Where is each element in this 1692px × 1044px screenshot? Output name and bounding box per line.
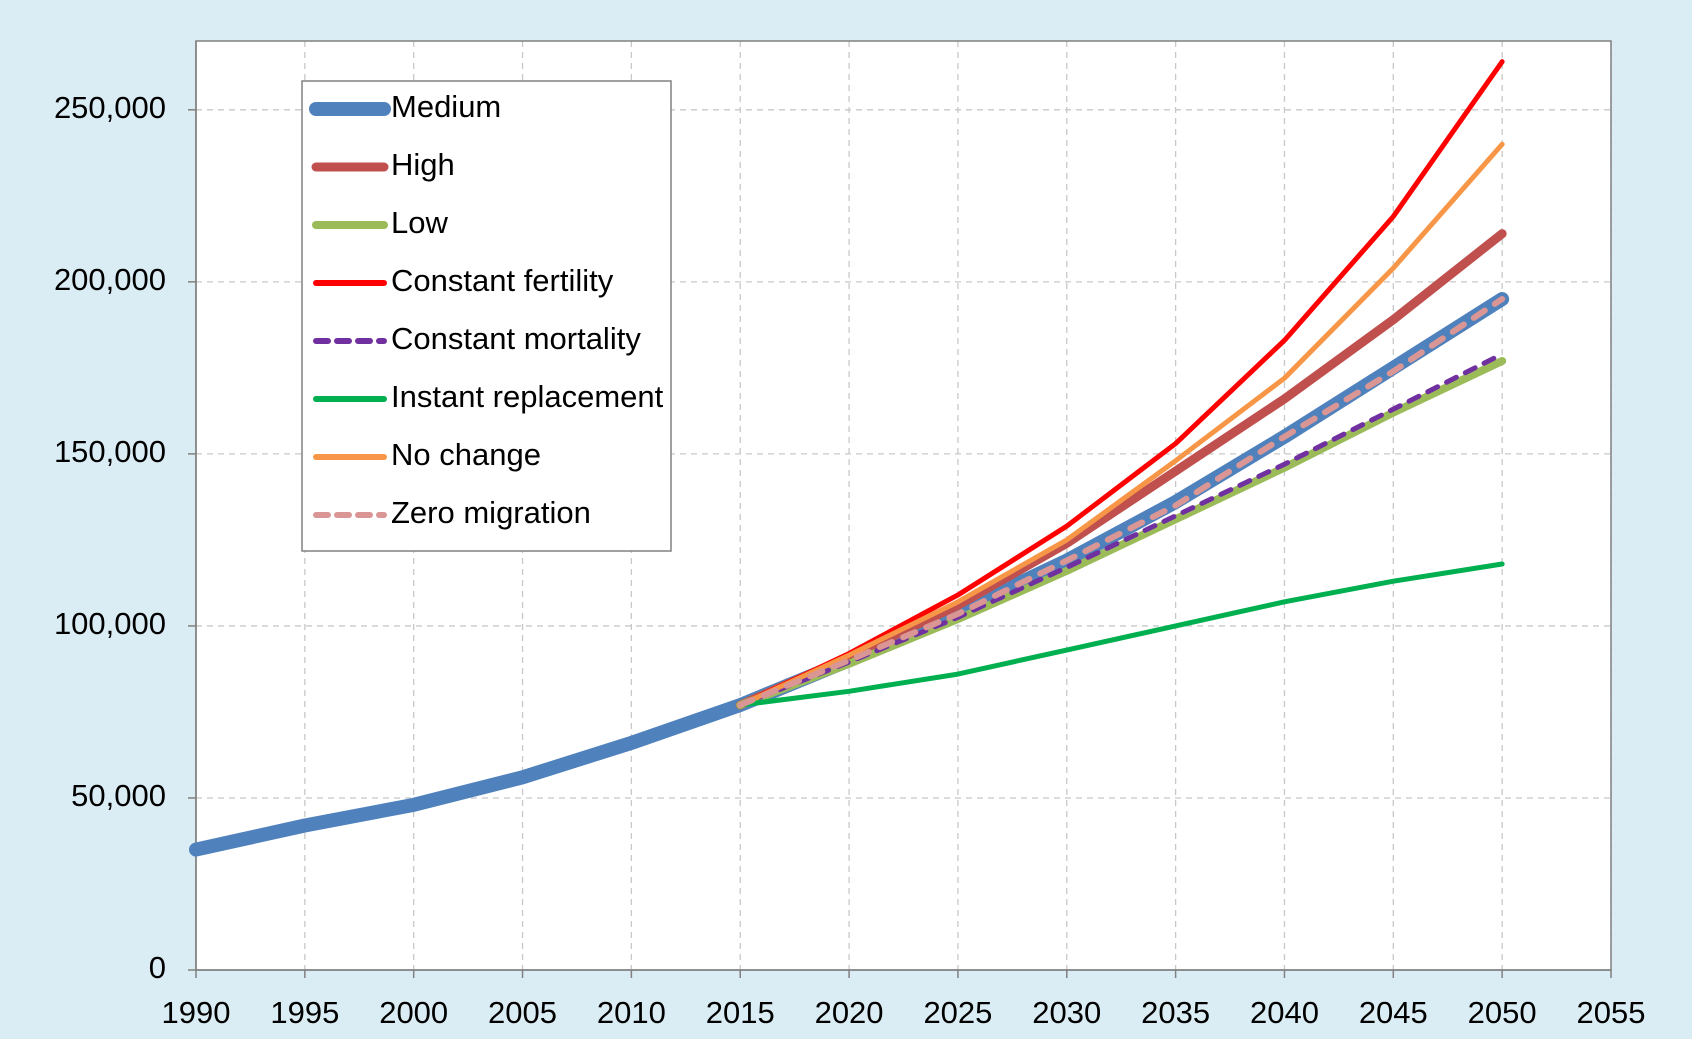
x-tick-label: 1995 — [270, 995, 339, 1030]
legend-label: Constant fertility — [391, 263, 614, 298]
y-tick-label: 250,000 — [54, 90, 166, 125]
legend-box — [301, 80, 672, 552]
y-tick-label: 150,000 — [54, 434, 166, 469]
y-tick-label: 200,000 — [54, 262, 166, 297]
legend-label: No change — [391, 437, 541, 472]
x-tick-label: 2025 — [923, 995, 992, 1030]
x-tick-label: 2035 — [1141, 995, 1210, 1030]
y-tick-label: 0 — [149, 950, 166, 985]
x-tick-label: 2015 — [706, 995, 775, 1030]
x-tick-label: 2050 — [1468, 995, 1537, 1030]
series-line — [737, 296, 1506, 709]
x-tick-label: 1990 — [162, 995, 231, 1030]
x-tick-label: 2000 — [379, 995, 448, 1030]
x-tick-label: 2040 — [1250, 995, 1319, 1030]
series-line — [737, 561, 1505, 708]
legend-label: Constant mortality — [391, 321, 641, 356]
legend-label: Medium — [391, 89, 501, 124]
legend-label: Low — [391, 205, 448, 240]
legend-label: Zero migration — [391, 495, 591, 530]
x-tick-label: 2055 — [1577, 995, 1646, 1030]
legend-label: Instant replacement — [391, 379, 664, 414]
y-tick-label: 100,000 — [54, 606, 166, 641]
y-tick-label: 50,000 — [71, 778, 166, 813]
x-tick-label: 2020 — [815, 995, 884, 1030]
series-line — [737, 141, 1505, 708]
x-tick-label: 2005 — [488, 995, 557, 1030]
x-tick-label: 2030 — [1032, 995, 1101, 1030]
x-tick-label: 2010 — [597, 995, 666, 1030]
x-tick-label: 2045 — [1359, 995, 1428, 1030]
plot-border — [195, 40, 1612, 971]
legend-label: High — [391, 147, 455, 182]
